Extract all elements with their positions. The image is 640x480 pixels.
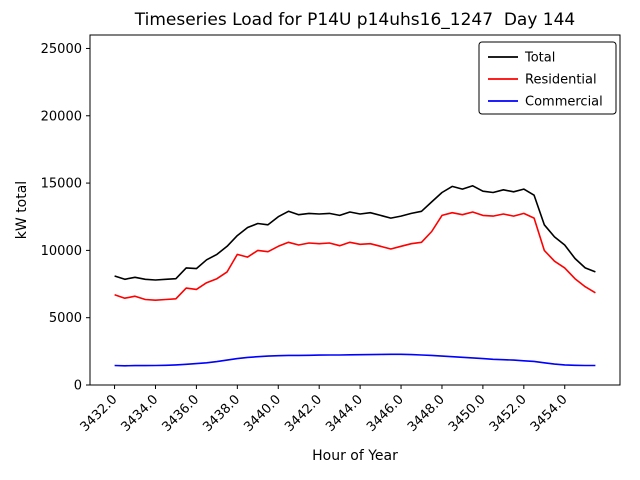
legend-box [478,41,617,115]
legend-label: Residential [525,73,597,88]
x-tick-label: 3452.0 [487,392,530,435]
x-tick-label: 3436.0 [159,392,202,435]
series-line-commercial [114,353,596,367]
x-tick-label: 3444.0 [323,392,366,435]
x-tick-label: 3448.0 [405,392,448,435]
x-tick-label: 3450.0 [446,392,489,435]
y-tick-label: 5000 [49,311,82,326]
x-tick-label: 3440.0 [241,392,284,435]
x-axis-label: Hour of Year [312,448,398,464]
x-tick-label: 3438.0 [200,392,243,435]
y-tick-label: 25000 [41,42,82,57]
series-line-total [114,185,596,281]
legend-label: Commercial [525,95,603,110]
legend-label: Total [524,51,555,66]
x-tick-label: 3454.0 [528,392,571,435]
chart-title: Timeseries Load for P14U p14uhs16_1247 D… [134,10,576,30]
x-tick-label: 3434.0 [119,392,162,435]
x-tick-label: 3432.0 [78,392,121,435]
x-tick-label: 3442.0 [282,392,325,435]
y-tick-label: 10000 [41,244,82,259]
series-line-residential [114,211,596,302]
y-tick-label: 0 [74,379,82,394]
y-tick-label: 15000 [41,177,82,192]
y-tick-label: 20000 [41,109,82,124]
legend: Total Residential Commercial [478,41,617,115]
x-tick-label: 3446.0 [364,392,407,435]
axes-box [89,34,621,386]
